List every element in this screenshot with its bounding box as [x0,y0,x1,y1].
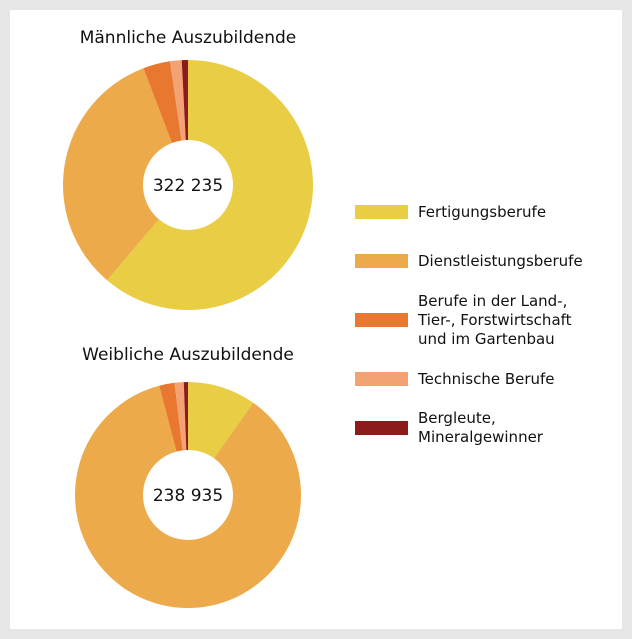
legend-swatch [355,254,408,268]
legend-item: Fertigungsberufe [355,203,546,222]
donut-segment [107,60,313,310]
legend-swatch [355,205,408,219]
legend-item: Dienstleistungsberufe [355,252,583,271]
donut-segment [143,61,182,143]
legend-label: Fertigungsberufe [418,202,547,221]
donut-segment [62,68,172,281]
donut-segment [159,382,183,452]
donut-segment [75,385,302,608]
center-label: 322 235 [153,176,223,196]
donut-segment [183,382,188,451]
donut-segment [174,382,187,451]
legend-label: Technische Berufe [418,369,555,388]
donut-segment [181,60,188,141]
donut-segment [188,382,254,459]
legend-label: Berufe in der Land-, Tier-, Forstwirtsch… [418,291,572,348]
legend-swatch [355,313,408,327]
donut-segment [169,60,186,141]
chart-title: Weibliche Auszubildende [82,345,294,365]
legend-swatch [355,372,408,386]
chart-title: Männliche Auszubildende [80,28,297,48]
legend-label: Bergleute, Mineralgewinner [418,409,543,446]
legend-label: Dienstleistungsberufe [418,251,583,270]
legend-item: Berufe in der Land-, Tier-, Forstwirtsch… [355,292,572,349]
center-label: 238 935 [153,486,223,506]
legend-swatch [355,421,408,435]
legend-item: Technische Berufe [355,370,555,389]
legend-item: Bergleute, Mineralgewinner [355,409,543,447]
